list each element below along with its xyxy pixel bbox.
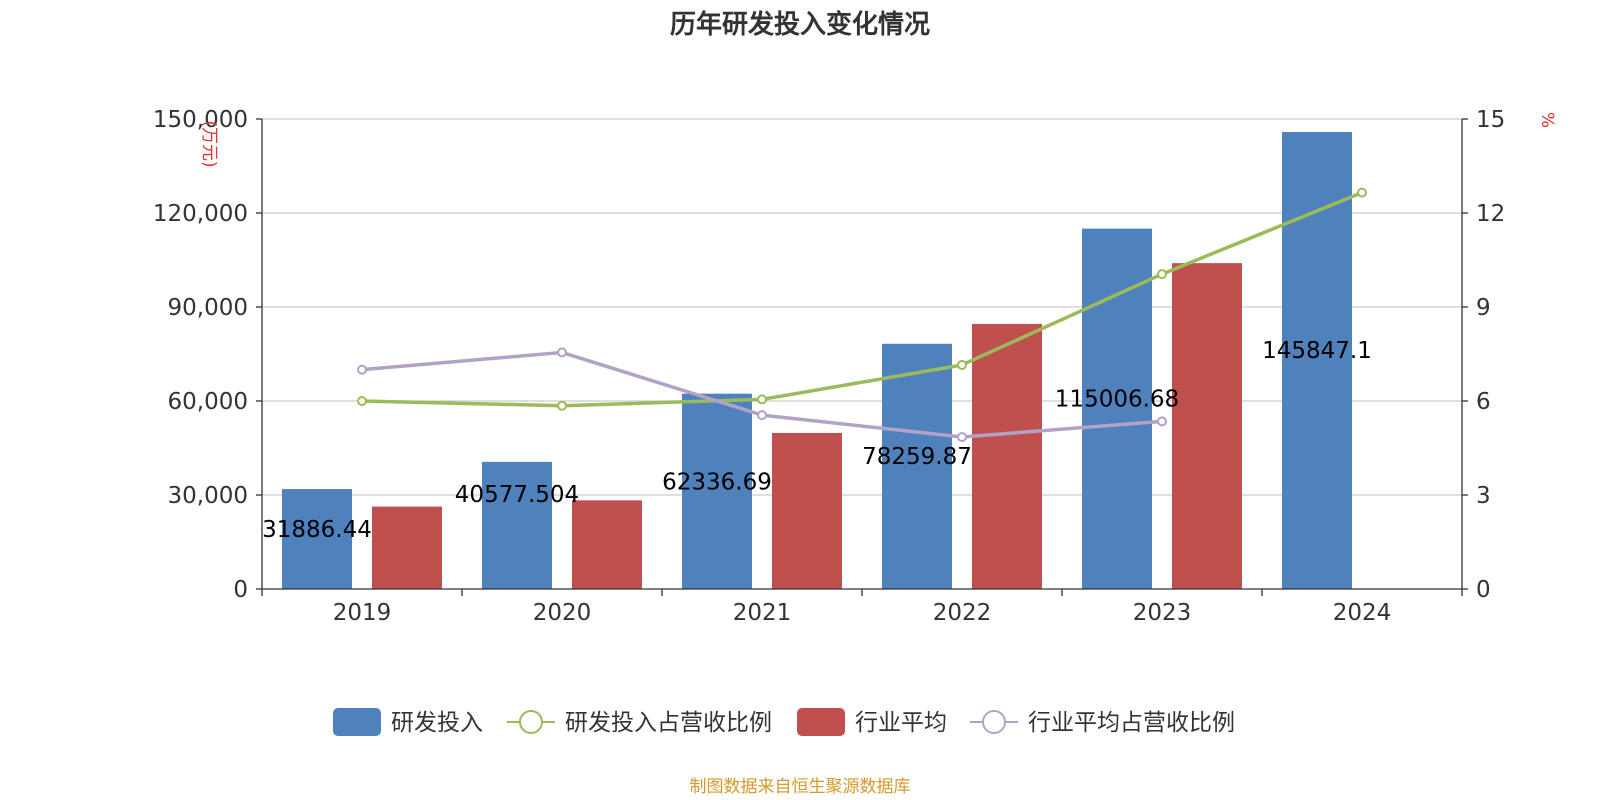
left-axis-tick-label: 60,000: [168, 389, 248, 415]
legend-swatch-bar: [333, 708, 381, 736]
left-axis-tick-label: 120,000: [153, 201, 248, 227]
line-point-s1: [757, 410, 767, 421]
data-label-2020: 40577.504: [455, 482, 579, 508]
chart-title: 历年研发投入变化情况: [670, 9, 930, 40]
line-point-s0: [357, 396, 367, 406]
line-point-s1: [357, 364, 367, 375]
bar-2022-s0: [882, 343, 952, 589]
line-point-s1: [957, 432, 967, 443]
data-label-2024: 145847.1: [1262, 338, 1372, 364]
right-axis-tick-label: 0: [1476, 577, 1491, 603]
line-series-0: [361, 191, 1363, 408]
right-axis-unit-label: %: [1537, 112, 1557, 128]
data-label-2023: 115006.68: [1055, 387, 1179, 413]
right-axis-tick-label: 3: [1476, 483, 1491, 509]
line-point-s0: [1357, 187, 1367, 198]
left-axis-tick-label: 0: [233, 577, 248, 603]
x-axis-tick-label: 2024: [1333, 600, 1392, 626]
legend-label: 行业平均: [855, 710, 947, 736]
line-point-s1: [1157, 416, 1167, 427]
line-point-s0: [1157, 269, 1167, 280]
bar-2024-s0: [1282, 132, 1352, 589]
bar-2021-s0: [682, 393, 752, 589]
bar-2023-s0: [1082, 228, 1152, 589]
x-axis-tick-label: 2020: [533, 600, 592, 626]
bar-series: [282, 132, 1352, 589]
x-axis-tick-label: 2022: [933, 600, 992, 626]
data-label-2019: 31886.44: [262, 517, 372, 543]
data-label-2021: 62336.69: [662, 470, 772, 496]
bar-2023-s1: [1172, 263, 1242, 589]
bar-2019-s1: [372, 506, 442, 589]
legend: 研发投入 研发投入占营收比例 行业平均 行业平均占营收比例: [333, 708, 1235, 736]
legend-swatch-bar: [797, 708, 845, 736]
left-axis-tick-label: 30,000: [168, 483, 248, 509]
bar-2020-s1: [572, 500, 642, 589]
source-note: 制图数据来自恒生聚源数据库: [690, 777, 911, 797]
right-axis-tick-label: 9: [1476, 295, 1491, 321]
left-axis-unit-label: (万元): [199, 120, 219, 167]
right-axis-tick-label: 15: [1476, 107, 1505, 133]
data-labels: 31886.44 40577.504 62336.69 78259.87 115006.…: [262, 338, 1372, 543]
legend-swatch-marker: [982, 710, 1006, 734]
line-series: [357, 187, 1367, 443]
grid-lines: [262, 118, 1462, 496]
bar-2021-s1: [772, 432, 842, 589]
line-point-s0: [957, 359, 967, 370]
line-point-s0: [557, 400, 567, 411]
left-axis-tick-label: 150,000: [153, 107, 248, 133]
left-axis-tick-label: 90,000: [168, 295, 248, 321]
x-axis-tick-label: 2021: [733, 600, 792, 626]
legend-label: 行业平均占营收比例: [1028, 710, 1235, 736]
right-axis-tick-label: 12: [1476, 201, 1505, 227]
bar-2022-s1: [972, 323, 1042, 589]
line-point-s0: [757, 394, 767, 405]
axes: 0 0 30,000 3 60,000 6 90,000 9 120,000 12 150,000 1…: [153, 107, 1557, 626]
x-axis-tick-label: 2023: [1133, 600, 1192, 626]
legend-label: 研发投入: [391, 710, 483, 736]
data-label-2022: 78259.87: [862, 444, 972, 470]
bar-2019-s0: [282, 489, 352, 589]
bar-2020-s0: [482, 461, 552, 589]
x-axis-tick-label: 2019: [333, 600, 392, 626]
legend-label: 研发投入占营收比例: [565, 710, 772, 736]
legend-swatch-marker: [519, 710, 543, 734]
right-axis-tick-label: 6: [1476, 389, 1491, 415]
line-point-s1: [557, 347, 567, 358]
